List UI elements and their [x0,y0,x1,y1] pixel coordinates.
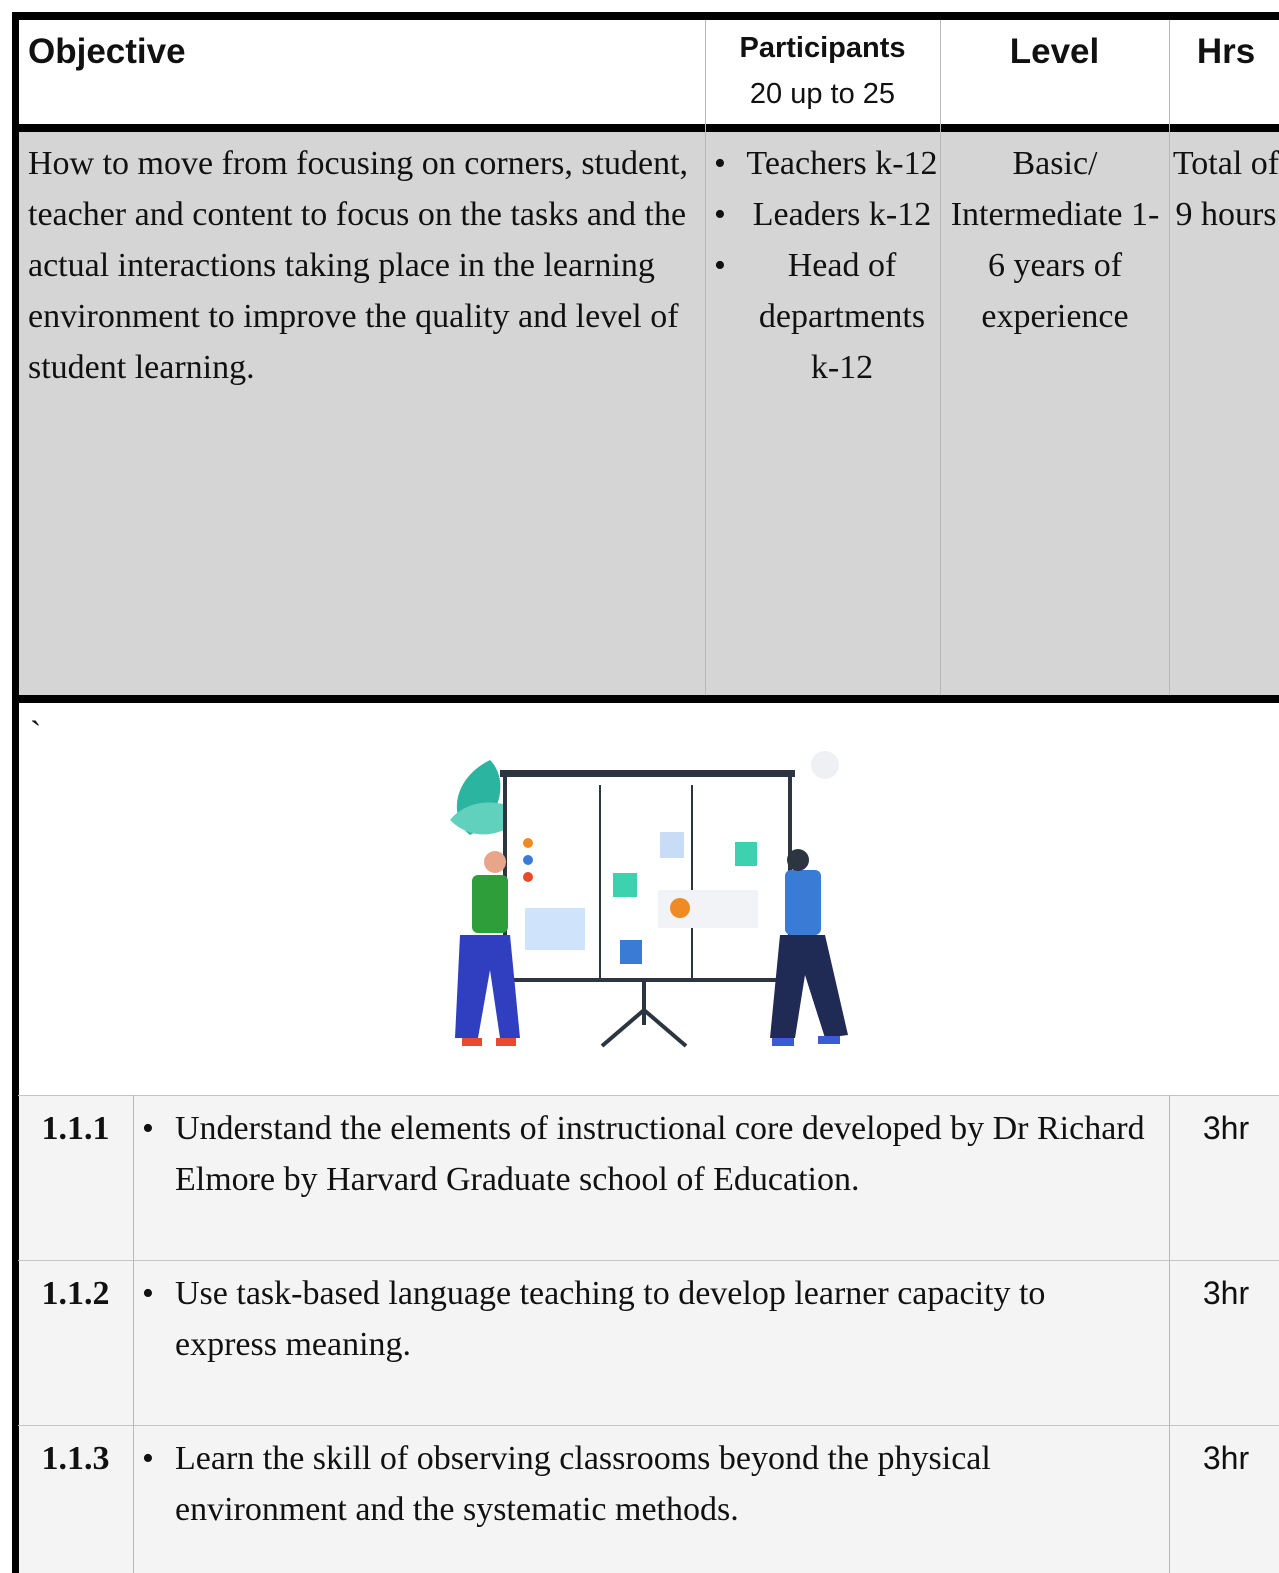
module-hours: 3hr [1202,1275,1250,1311]
participant: • Leaders k-12 [706,189,938,240]
summary-border [12,695,1279,703]
module-hours: 3hr [1202,1440,1250,1476]
column-line [133,1095,134,1573]
participant-text: Teachers k-12 [746,145,938,182]
header-level: Level [1009,32,1100,71]
summary-row-bg [18,132,1279,695]
participant-text: Head of departments k-12 [758,247,926,386]
participant-text: Leaders k-12 [752,196,932,233]
objective-text: How to move from focusing on corners, st… [28,145,689,386]
column-line [1169,20,1170,695]
left-border [12,12,19,1573]
column-line [705,20,706,695]
header-hrs: Hrs [1196,32,1256,71]
module-hours: 3hr [1202,1110,1250,1146]
column-line [940,20,941,695]
top-border [12,12,1279,20]
module-id: 1.1.1 [41,1110,110,1147]
bullet: • [142,1275,154,1312]
row-line [18,1425,1279,1426]
hours-text: Total of 9 hours [1172,145,1279,233]
module-text: Use task-based language teaching to deve… [175,1275,1046,1363]
bullet: • [142,1110,154,1147]
header-participants-count: 20 up to 25 [749,78,896,110]
participant: • Head of departments k-12 [706,240,938,393]
illustration [450,751,848,1048]
module-text: Understand the elements of instructional… [175,1110,1145,1198]
header-participants: Participants [739,32,906,64]
header-border [12,124,1279,132]
header-objective: Objective [28,32,186,71]
participant: • Teachers k-12 [706,138,938,189]
module-id: 1.1.2 [41,1275,110,1312]
level-text: Basic/ Intermediate 1-6 years of experie… [950,145,1160,335]
note: ` [30,715,42,752]
module-id: 1.1.3 [41,1440,110,1477]
modules-bg [18,1096,1279,1573]
column-line [1169,1095,1170,1573]
module-text: Learn the skill of observing classrooms … [175,1440,991,1528]
row-line [18,1095,1279,1096]
row-line [18,1260,1279,1261]
bullet: • [142,1440,154,1477]
participants-list: • Teachers k-12 • Leaders k-12 • Head of de… [706,138,938,393]
